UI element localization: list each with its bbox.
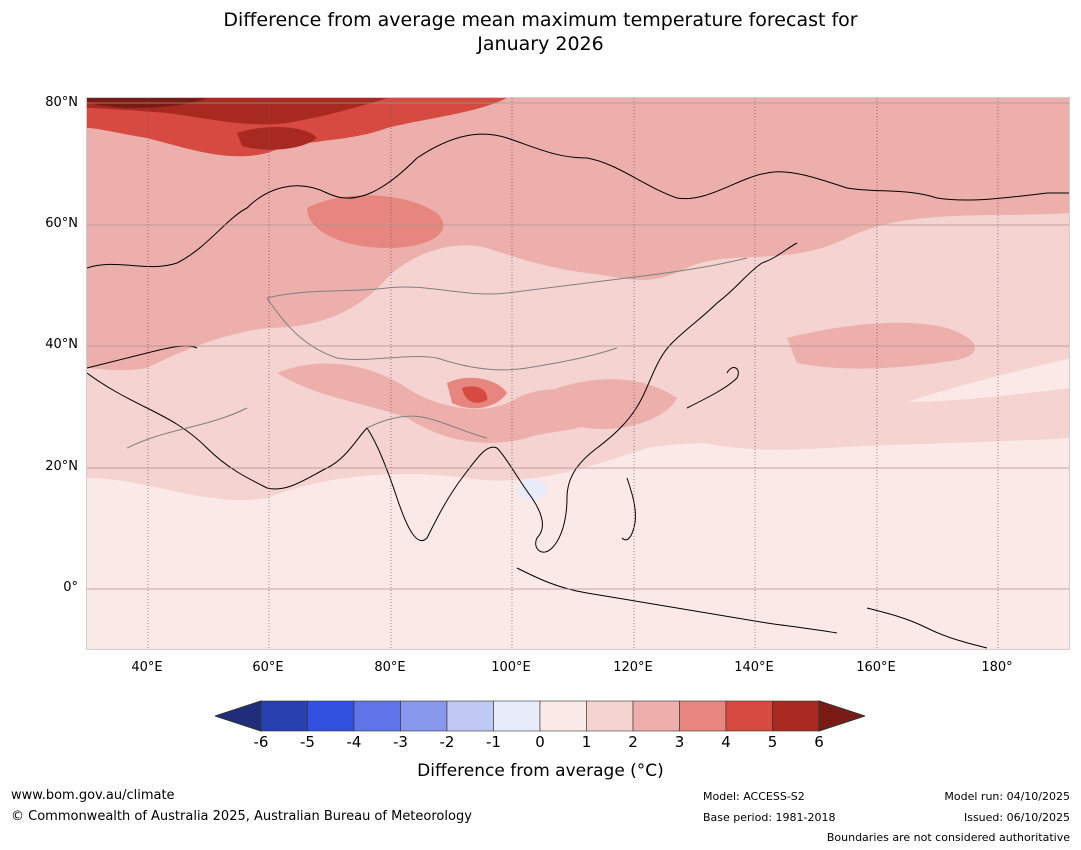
colorbar-tick-label: -1 (486, 733, 501, 751)
colorbar-tick-label: -3 (393, 733, 408, 751)
colorbar-label: Difference from average (°C) (417, 761, 664, 781)
colorbar-legend (215, 700, 865, 732)
japan-coastline (686, 367, 739, 409)
anomaly-minus1-0-indochina (517, 480, 547, 500)
country-borders (126, 257, 748, 449)
title-line-1: Difference from average mean maximum tem… (223, 9, 858, 31)
central-asia-border (266, 297, 438, 360)
graticule-meridians (147, 98, 999, 649)
colorbar-cell (493, 700, 541, 732)
colorbar-tick-label: -5 (300, 733, 315, 751)
colorbar-arrow-low (215, 700, 262, 732)
anomaly-2-3-central-asia (277, 363, 607, 443)
anomaly-5-6-barents (237, 126, 317, 150)
russia-south-border (266, 257, 748, 299)
footer-base-period: Base period: 1981-2018 (703, 811, 836, 824)
colorbar-tick-label: -6 (253, 733, 269, 751)
lon-label-160e: 160°E (856, 660, 896, 675)
china-border (436, 347, 618, 371)
colorbar-tick-label: 1 (581, 733, 592, 751)
colorbar-cell (679, 700, 727, 732)
lat-label-40n: 40°N (45, 337, 78, 352)
colorbar-tick-label: 6 (814, 733, 824, 751)
footer-copyright: © Commonwealth of Australia 2025, Austra… (11, 809, 472, 824)
colorbar-tick-label: 0 (535, 733, 545, 751)
new-guinea-coastline (866, 607, 988, 649)
lat-label-0: 0° (63, 580, 78, 595)
colorbar-arrow-high (818, 700, 865, 732)
forecast-map (86, 97, 1070, 650)
lon-label-40e: 40°E (131, 660, 163, 675)
lon-label-60e: 60°E (252, 660, 284, 675)
colorbar-tick-label: 5 (767, 733, 778, 751)
footer-disclaimer: Boundaries are not considered authoritat… (826, 831, 1070, 844)
colorbar-cell (307, 700, 355, 732)
colorbar-cell (725, 700, 773, 732)
lat-label-80n: 80°N (45, 95, 78, 110)
coastlines (87, 133, 1069, 649)
philippines-coastline (621, 477, 636, 541)
lon-label-100e: 100°E (491, 660, 531, 675)
colorbar-tick-label: -2 (439, 733, 455, 751)
arctic-coastline (87, 133, 1069, 269)
map-canvas (87, 98, 1069, 649)
footer-model: Model: ACCESS-S2 (703, 790, 805, 803)
colorbar-tick-label: -4 (346, 733, 362, 751)
colorbar-cell (446, 700, 494, 732)
lat-label-20n: 20°N (45, 459, 78, 474)
himalaya-border (366, 415, 488, 439)
colorbar-cell (400, 700, 448, 732)
lon-label-180: 180° (981, 660, 1013, 675)
asia-south-coastline (87, 242, 798, 553)
lon-label-80e: 80°E (374, 660, 406, 675)
colorbar-tick-label: 4 (721, 733, 731, 751)
lon-label-140e: 140°E (734, 660, 774, 675)
colorbar-tick-label: 3 (674, 733, 685, 751)
footer-website[interactable]: www.bom.gov.au/climate (11, 788, 175, 803)
lat-label-60n: 60°N (45, 216, 78, 231)
colorbar-tick-label: 2 (628, 733, 638, 751)
colorbar-cell (632, 700, 680, 732)
anomaly-2-3-north (87, 98, 1069, 371)
colorbar-cell (539, 700, 587, 732)
anomaly-1-2-pacific-zone (647, 388, 1069, 450)
colorbar-cell (353, 700, 401, 732)
title-line-2: January 2026 (477, 33, 604, 55)
chart-title: Difference from average mean maximum tem… (0, 8, 1081, 56)
indonesia-coastline (516, 567, 838, 634)
anomaly-4-5-tibet (462, 386, 488, 403)
colorbar-cell (586, 700, 634, 732)
colorbar-cell (260, 700, 308, 732)
footer-model-run: Model run: 04/10/2025 (944, 790, 1070, 803)
graticule-parallels (87, 102, 1069, 590)
colorbar-cell (772, 700, 820, 732)
footer-issued: Issued: 06/10/2025 (963, 811, 1070, 824)
anomaly-3-4-siberia (307, 195, 444, 248)
middle-east-border (126, 407, 248, 449)
lon-label-120e: 120°E (613, 660, 653, 675)
